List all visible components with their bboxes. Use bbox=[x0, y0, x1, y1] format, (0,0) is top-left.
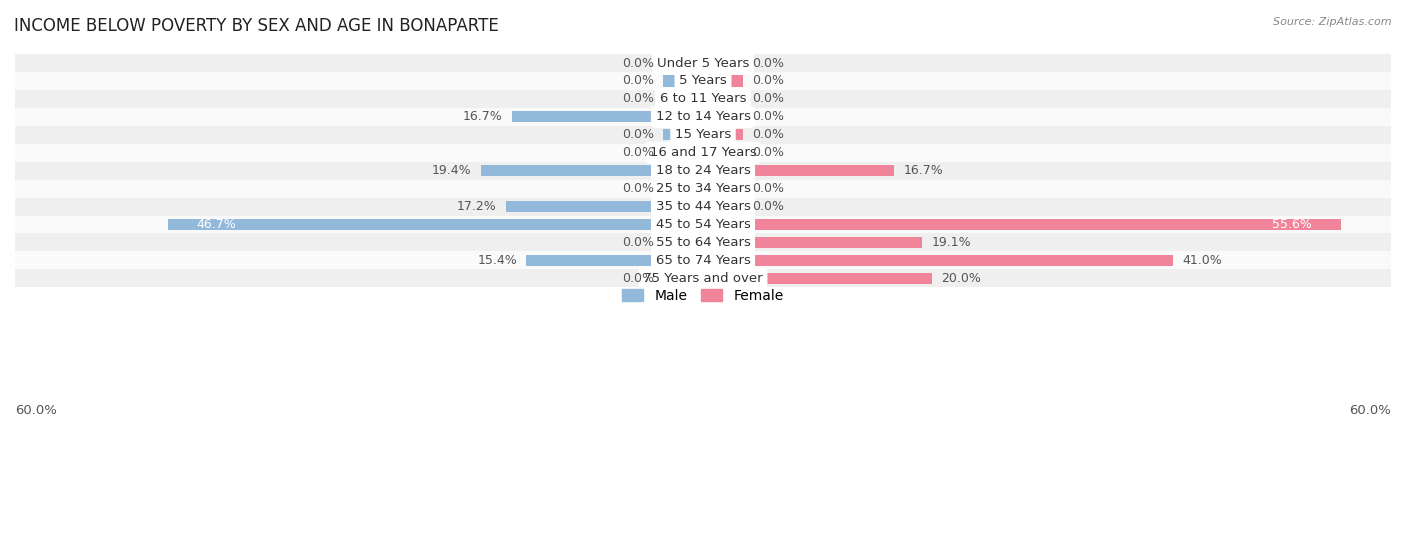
Bar bbox=[15, 162, 1391, 180]
Bar bbox=[15, 126, 1391, 144]
Bar bbox=[481, 165, 703, 176]
Bar bbox=[703, 165, 894, 176]
Bar bbox=[15, 72, 1391, 90]
Bar bbox=[703, 93, 744, 104]
Text: 12 to 14 Years: 12 to 14 Years bbox=[655, 110, 751, 123]
Text: 16 and 17 Years: 16 and 17 Years bbox=[650, 146, 756, 159]
Legend: Male, Female: Male, Female bbox=[617, 283, 789, 309]
Text: 15 Years: 15 Years bbox=[675, 128, 731, 141]
Text: Source: ZipAtlas.com: Source: ZipAtlas.com bbox=[1274, 17, 1392, 27]
Bar bbox=[15, 198, 1391, 215]
Text: 15.4%: 15.4% bbox=[478, 254, 517, 267]
Bar bbox=[662, 183, 703, 194]
Text: 6 to 11 Years: 6 to 11 Years bbox=[659, 93, 747, 105]
Bar bbox=[662, 129, 703, 141]
Text: 0.0%: 0.0% bbox=[621, 93, 654, 105]
Bar bbox=[15, 108, 1391, 126]
Text: 16.7%: 16.7% bbox=[463, 110, 502, 123]
Text: 20.0%: 20.0% bbox=[942, 272, 981, 285]
Text: 18 to 24 Years: 18 to 24 Years bbox=[655, 164, 751, 177]
Text: Under 5 Years: Under 5 Years bbox=[657, 56, 749, 70]
Bar bbox=[662, 147, 703, 158]
Text: 46.7%: 46.7% bbox=[197, 218, 236, 231]
Bar bbox=[662, 237, 703, 248]
Text: 0.0%: 0.0% bbox=[752, 146, 785, 159]
Bar bbox=[662, 93, 703, 104]
Bar bbox=[703, 219, 1340, 230]
Text: 0.0%: 0.0% bbox=[752, 182, 785, 195]
Bar bbox=[15, 90, 1391, 108]
Text: 55 to 64 Years: 55 to 64 Years bbox=[655, 236, 751, 249]
Bar bbox=[703, 111, 744, 122]
Bar bbox=[703, 183, 744, 194]
Text: 16.7%: 16.7% bbox=[904, 164, 943, 177]
Text: INCOME BELOW POVERTY BY SEX AND AGE IN BONAPARTE: INCOME BELOW POVERTY BY SEX AND AGE IN B… bbox=[14, 17, 499, 35]
Text: 0.0%: 0.0% bbox=[621, 128, 654, 141]
Bar bbox=[15, 215, 1391, 233]
Text: 65 to 74 Years: 65 to 74 Years bbox=[655, 254, 751, 267]
Bar bbox=[15, 252, 1391, 270]
Text: 0.0%: 0.0% bbox=[752, 110, 785, 123]
Text: 0.0%: 0.0% bbox=[752, 93, 785, 105]
Text: 0.0%: 0.0% bbox=[752, 56, 785, 70]
Bar bbox=[703, 147, 744, 158]
Text: 45 to 54 Years: 45 to 54 Years bbox=[655, 218, 751, 231]
Bar bbox=[512, 111, 703, 122]
Text: 17.2%: 17.2% bbox=[457, 200, 496, 213]
Bar bbox=[703, 57, 744, 69]
Text: 60.0%: 60.0% bbox=[1350, 404, 1391, 417]
Text: 35 to 44 Years: 35 to 44 Years bbox=[655, 200, 751, 213]
Text: 55.6%: 55.6% bbox=[1272, 218, 1312, 231]
Bar bbox=[703, 255, 1173, 266]
Text: 0.0%: 0.0% bbox=[621, 236, 654, 249]
Text: 19.1%: 19.1% bbox=[931, 236, 970, 249]
Bar bbox=[662, 75, 703, 86]
Bar bbox=[703, 129, 744, 141]
Bar bbox=[703, 237, 922, 248]
Bar bbox=[703, 201, 744, 212]
Bar bbox=[703, 75, 744, 86]
Bar bbox=[15, 233, 1391, 252]
Bar bbox=[15, 54, 1391, 72]
Bar bbox=[15, 144, 1391, 162]
Text: 19.4%: 19.4% bbox=[432, 164, 471, 177]
Bar bbox=[662, 57, 703, 69]
Text: 0.0%: 0.0% bbox=[621, 182, 654, 195]
Text: 0.0%: 0.0% bbox=[621, 272, 654, 285]
Bar bbox=[15, 180, 1391, 198]
Bar bbox=[662, 273, 703, 284]
Bar bbox=[703, 273, 932, 284]
Bar bbox=[526, 255, 703, 266]
Text: 0.0%: 0.0% bbox=[621, 74, 654, 88]
Text: 41.0%: 41.0% bbox=[1182, 254, 1222, 267]
Text: 0.0%: 0.0% bbox=[752, 74, 785, 88]
Text: 5 Years: 5 Years bbox=[679, 74, 727, 88]
Text: 75 Years and over: 75 Years and over bbox=[643, 272, 763, 285]
Text: 0.0%: 0.0% bbox=[752, 128, 785, 141]
Text: 25 to 34 Years: 25 to 34 Years bbox=[655, 182, 751, 195]
Text: 0.0%: 0.0% bbox=[752, 200, 785, 213]
Bar bbox=[167, 219, 703, 230]
Text: 0.0%: 0.0% bbox=[621, 146, 654, 159]
Text: 60.0%: 60.0% bbox=[15, 404, 56, 417]
Text: 0.0%: 0.0% bbox=[621, 56, 654, 70]
Bar bbox=[15, 270, 1391, 287]
Bar bbox=[506, 201, 703, 212]
